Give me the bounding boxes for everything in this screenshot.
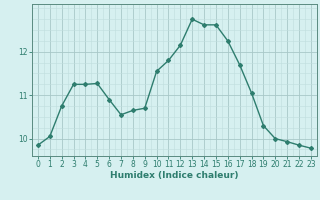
X-axis label: Humidex (Indice chaleur): Humidex (Indice chaleur) [110, 171, 239, 180]
